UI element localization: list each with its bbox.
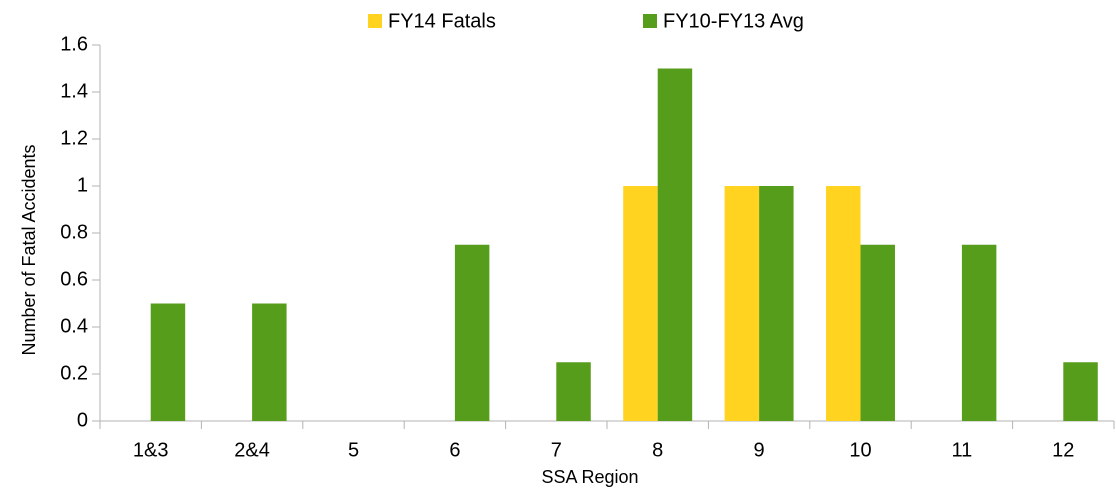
bar [623, 186, 658, 421]
y-tick-label: 1.2 [60, 127, 88, 149]
x-axis-label: SSA Region [541, 467, 638, 487]
bar [759, 186, 794, 421]
x-tick-label: 1&3 [133, 439, 169, 461]
legend-swatch [368, 14, 382, 28]
x-tick-label: 7 [551, 439, 562, 461]
y-tick-label: 0.4 [60, 315, 88, 337]
bar [826, 186, 861, 421]
legend-label: FY14 Fatals [388, 10, 496, 32]
bar [454, 244, 490, 421]
y-tick-label: 1.4 [60, 80, 88, 102]
x-tick-label: 2&4 [234, 439, 270, 461]
x-tick-label: 9 [754, 439, 765, 461]
bar [1063, 362, 1098, 421]
legend-swatch [643, 14, 657, 28]
y-tick-label: 0.6 [60, 268, 88, 290]
y-tick-label: 1.6 [60, 33, 88, 55]
y-tick-label: 0.2 [60, 362, 88, 384]
legend-label: FY10-FY13 Avg [663, 10, 804, 32]
x-tick-label: 5 [348, 439, 359, 461]
bar [961, 244, 997, 421]
bar [657, 68, 693, 421]
x-tick-label: 8 [652, 439, 663, 461]
x-tick-label: 10 [849, 439, 871, 461]
y-axis-label: Number of Fatal Accidents [19, 144, 39, 355]
x-tick-label: 6 [449, 439, 460, 461]
bar [860, 244, 895, 421]
y-tick-label: 0 [77, 409, 88, 431]
bar [724, 186, 760, 421]
bar [556, 362, 591, 421]
bar [150, 303, 186, 421]
y-tick-label: 1 [77, 174, 88, 196]
x-tick-label: 11 [952, 439, 973, 461]
bar [252, 303, 287, 421]
x-tick-label: 12 [1052, 439, 1074, 461]
y-tick-label: 0.8 [60, 221, 88, 243]
